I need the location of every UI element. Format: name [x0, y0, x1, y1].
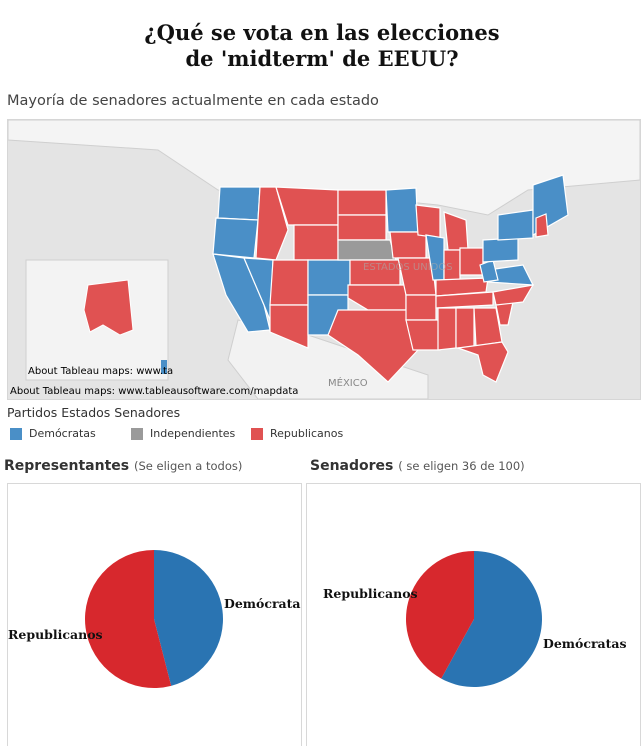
legend-title: Partidos Estados Senadores — [7, 405, 181, 420]
state-north-carolina — [492, 284, 535, 306]
legend-item-republicanos[interactable]: Republicanos — [251, 427, 343, 440]
state-new-hampshire — [535, 213, 549, 238]
pie-slice-demócratas[interactable] — [441, 551, 542, 687]
pie-slice-republicanos[interactable] — [406, 551, 474, 679]
us-states — [212, 174, 569, 383]
state-ohio — [459, 247, 484, 276]
state-washington — [217, 186, 261, 221]
senadores-header: Senadores ( se eligen 36 de 100) — [310, 458, 525, 474]
representantes-panel: Demócratas Republicanos — [7, 483, 308, 746]
page-title-line-1: ¿Qué se vota en las elecciones — [144, 20, 500, 45]
state-oregon — [212, 217, 259, 259]
map-canvas: About Tableau maps: www.ta About Tableau… — [8, 120, 640, 399]
pie-label-republicanos: Republicanos — [323, 586, 418, 601]
state-michigan — [443, 211, 469, 251]
mexico-land — [227, 319, 429, 399]
pie-label-demócratas: Demócratas — [543, 636, 627, 651]
legend-item-democratas[interactable]: Demócratas — [10, 427, 96, 440]
state-minnesota — [385, 187, 419, 233]
representantes-title: Representantes — [4, 458, 130, 474]
map-attribution: About Tableau maps: www.tableausoftware.… — [10, 386, 298, 397]
legend-item-independientes[interactable]: Independientes — [131, 427, 235, 440]
state-south-dakota — [337, 214, 387, 241]
senadores-panel: Demócratas Republicanos — [306, 483, 641, 746]
state-alaska — [83, 279, 134, 336]
label-usa: ESTADOS UNIDOS — [363, 262, 453, 273]
state-tennessee — [435, 291, 494, 309]
representantes-header: Representantes (Se eligen a todos) — [4, 458, 242, 474]
legend-swatch-republicanos — [251, 427, 263, 440]
page-title-line-2: de 'midterm' de EEUU? — [185, 46, 459, 71]
legend-label: Demócratas — [29, 427, 96, 440]
state-alabama — [455, 307, 475, 349]
state-arizona — [269, 304, 309, 349]
state-mississippi — [437, 307, 457, 351]
canada-land — [8, 120, 640, 216]
inset-attribution: About Tableau maps: www.ta — [28, 366, 173, 377]
senadores-title: Senadores — [310, 458, 394, 474]
representantes-subtitle: (Se eligen a todos) — [134, 459, 243, 473]
legend-swatch-democratas — [10, 427, 22, 440]
state-florida — [457, 341, 509, 383]
pie-label-republicanos: Republicanos — [8, 627, 103, 642]
state-north-dakota — [337, 189, 387, 216]
state-colorado — [307, 259, 351, 296]
state-pennsylvania — [482, 237, 519, 263]
state-new-york — [497, 209, 534, 241]
pie-slice-republicanos[interactable] — [85, 550, 172, 688]
legend-swatch-independientes — [131, 427, 143, 440]
pie-label-demócratas: Demócratas — [224, 596, 301, 611]
senate-map[interactable]: About Tableau maps: www.ta About Tableau… — [7, 119, 641, 400]
pie-slice-demócratas[interactable] — [154, 550, 224, 686]
senadores-subtitle: ( se eligen 36 de 100) — [398, 459, 525, 473]
state-oklahoma — [347, 284, 407, 311]
map-title: Mayoría de senadores actualmente en cada… — [7, 93, 379, 109]
state-wyoming — [293, 224, 339, 261]
state-utah — [269, 259, 309, 306]
label-mexico: MÉXICO — [328, 376, 368, 389]
senadores-pie-chart: Demócratas Republicanos — [323, 551, 627, 687]
representantes-pie-chart: Demócratas Republicanos — [8, 550, 308, 688]
state-wisconsin — [415, 204, 441, 239]
legend-label: Independientes — [150, 427, 236, 440]
state-nebraska — [337, 239, 397, 261]
state-arkansas — [405, 294, 437, 321]
legend-label: Republicanos — [270, 427, 344, 440]
